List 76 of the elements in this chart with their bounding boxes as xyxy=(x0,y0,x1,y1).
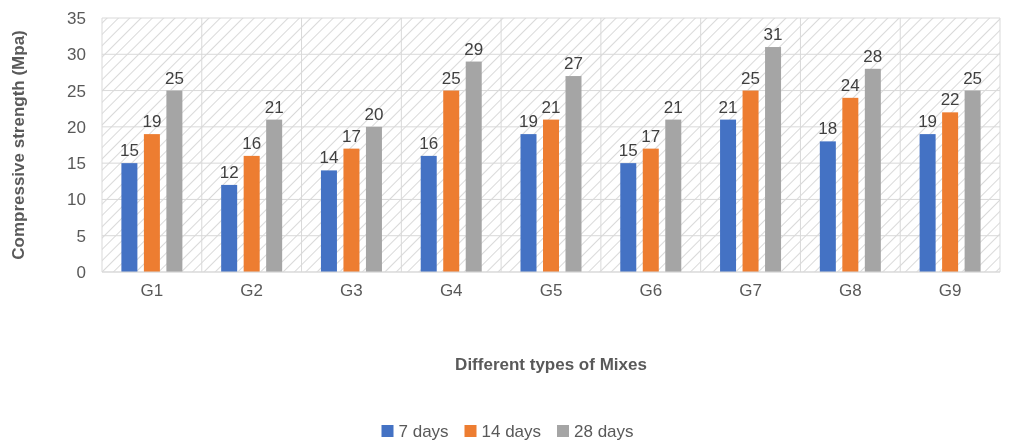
legend-label: 7 days xyxy=(398,421,449,441)
bar xyxy=(221,184,238,272)
bar xyxy=(343,148,360,272)
bar xyxy=(842,97,859,272)
x-tick-label: G8 xyxy=(838,281,862,300)
data-label: 20 xyxy=(364,104,384,124)
y-tick-label: 10 xyxy=(67,190,86,210)
bar xyxy=(465,61,482,272)
data-label: 27 xyxy=(564,54,583,74)
bar xyxy=(864,68,881,272)
data-label: 17 xyxy=(341,126,361,146)
data-label: 16 xyxy=(419,133,439,153)
bar xyxy=(964,90,981,272)
legend-label: 14 days xyxy=(481,421,542,441)
data-label: 28 xyxy=(863,46,883,66)
data-label: 25 xyxy=(963,68,983,88)
bar xyxy=(665,119,682,272)
data-label: 19 xyxy=(519,112,538,132)
x-axis-title: Different types of Mixes xyxy=(455,355,647,374)
data-label: 19 xyxy=(918,112,938,132)
data-label: 21 xyxy=(718,97,738,117)
bar xyxy=(620,163,637,272)
bar xyxy=(742,90,759,272)
data-label: 21 xyxy=(264,97,284,117)
bar xyxy=(919,134,936,272)
bar xyxy=(143,134,160,272)
bar xyxy=(443,90,460,272)
data-label: 12 xyxy=(219,162,239,182)
x-tick-label: G9 xyxy=(938,281,962,300)
bar xyxy=(942,112,959,272)
bar xyxy=(819,141,836,272)
data-label: 19 xyxy=(142,112,162,132)
legend-label: 28 days xyxy=(574,421,634,441)
x-tick-label: G2 xyxy=(240,281,264,300)
y-axis-title: Compressive strength (Mpa) xyxy=(9,30,28,260)
bar xyxy=(543,119,559,272)
bar xyxy=(365,126,382,272)
bar xyxy=(720,119,737,272)
x-tick-label: G1 xyxy=(140,281,164,300)
x-tick-label: G6 xyxy=(639,281,663,300)
x-tick-label: G5 xyxy=(539,281,563,300)
bar xyxy=(166,90,183,272)
bar xyxy=(520,134,537,272)
y-tick-label: 25 xyxy=(67,81,86,101)
data-label: 22 xyxy=(940,90,960,110)
data-label: 14 xyxy=(319,148,339,168)
bar xyxy=(765,47,782,272)
bar xyxy=(243,155,260,272)
y-tick-label: 5 xyxy=(76,226,86,246)
bar xyxy=(320,170,337,272)
bar xyxy=(266,119,283,272)
data-label: 24 xyxy=(840,75,860,95)
bar xyxy=(420,155,437,272)
bar xyxy=(121,163,138,272)
y-tick-label: 20 xyxy=(67,117,86,137)
data-label: 21 xyxy=(541,97,561,117)
x-tick-label: G3 xyxy=(340,281,363,300)
y-tick-label: 35 xyxy=(67,8,86,28)
data-label: 17 xyxy=(641,126,661,146)
data-label: 15 xyxy=(618,141,638,161)
data-label: 21 xyxy=(663,97,683,117)
data-label: 25 xyxy=(441,68,461,88)
data-label: 25 xyxy=(164,68,184,88)
data-label: 25 xyxy=(741,68,761,88)
bar xyxy=(565,76,582,272)
data-label: 18 xyxy=(818,119,838,139)
y-tick-label: 30 xyxy=(67,45,86,65)
data-label: 16 xyxy=(242,133,262,153)
y-tick-label: 15 xyxy=(67,154,86,174)
data-label: 29 xyxy=(464,39,484,59)
x-tick-label: G4 xyxy=(439,281,463,300)
x-tick-label: G7 xyxy=(739,281,762,300)
y-tick-label: 0 xyxy=(76,262,86,282)
bar xyxy=(642,148,659,272)
data-label: 15 xyxy=(119,141,139,161)
data-label: 31 xyxy=(763,25,783,45)
